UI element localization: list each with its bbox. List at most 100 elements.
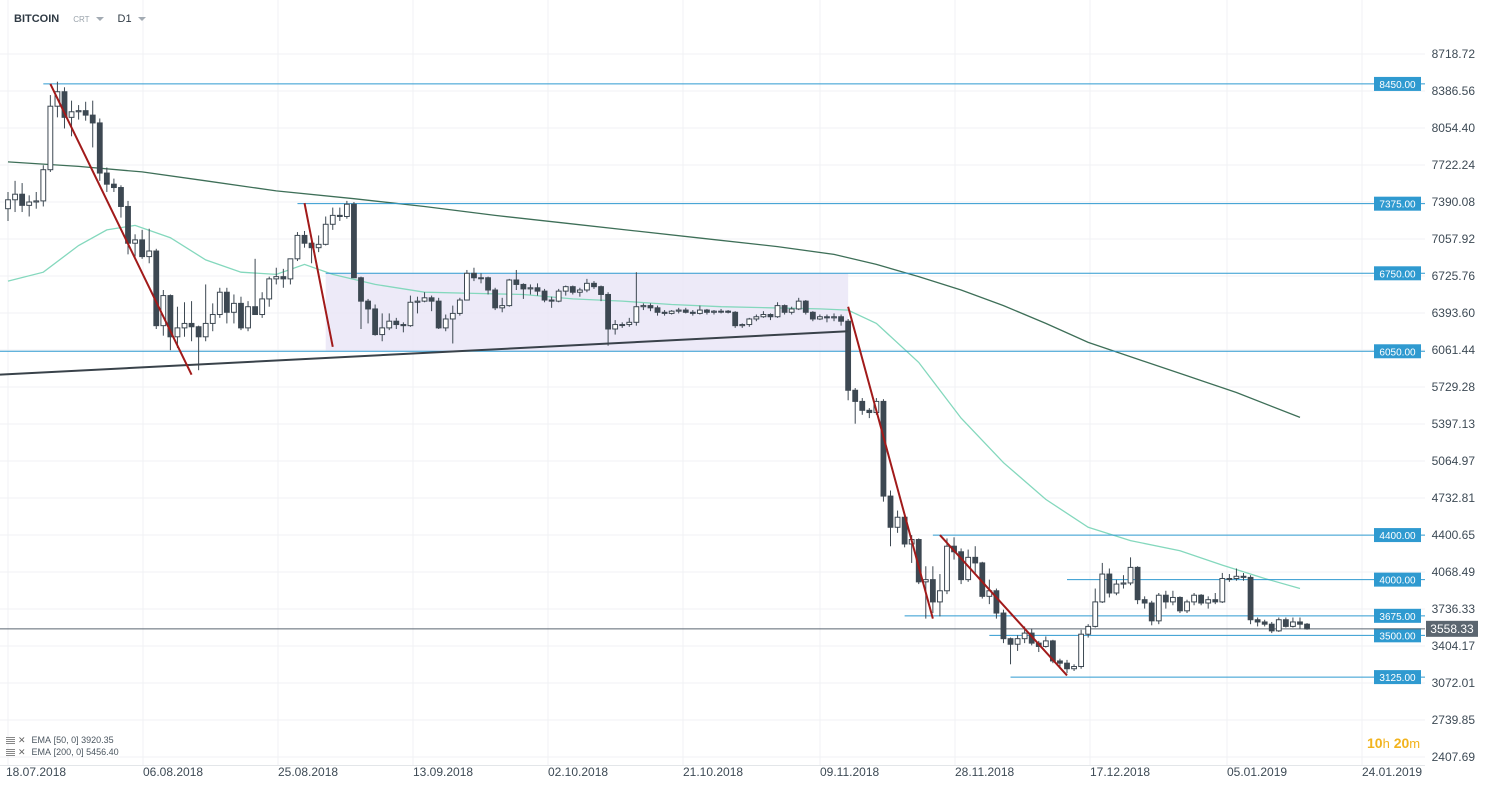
symbol-selector[interactable]: BITCOIN	[14, 13, 60, 25]
candle-body-down	[1134, 566, 1141, 601]
candle-body-down	[1057, 660, 1063, 664]
candle-body-down	[1064, 662, 1070, 670]
candle-body-down	[372, 308, 379, 336]
candle-body-down	[541, 290, 548, 301]
grid-layer	[0, 0, 1425, 765]
candle-body-down	[866, 409, 873, 414]
candle-body-down	[301, 234, 308, 244]
legend-row-ema200: ✕ EMA [200, 0] 5456.40	[6, 746, 119, 758]
candle-body-down	[1148, 602, 1155, 622]
candle-body-down	[125, 205, 131, 244]
level-label-box	[1374, 608, 1421, 623]
candle-body-up	[478, 277, 484, 280]
candle-body-up	[245, 306, 251, 329]
date-tick-label: 13.09.2018	[413, 765, 473, 779]
date-tick-label: 18.07.2018	[6, 765, 66, 779]
candle-body-down	[82, 110, 89, 116]
candle-body-down	[929, 579, 936, 603]
price-tick-label: 5397.13	[1432, 417, 1476, 431]
candle-body-down	[859, 400, 866, 411]
close-icon[interactable]: ✕	[18, 747, 26, 757]
candle-body-up	[322, 223, 329, 245]
legend-label: EMA	[31, 747, 52, 757]
candle-body-down	[485, 277, 491, 291]
price-tick-label: 6393.60	[1432, 306, 1476, 320]
candle-countdown: 10h 20m	[1367, 735, 1420, 751]
level-label-box	[1374, 670, 1421, 685]
candle-body-down	[365, 300, 371, 310]
candle-body-down	[400, 324, 407, 327]
candle-body-up	[379, 327, 386, 336]
close-icon[interactable]: ✕	[18, 735, 26, 745]
candle-body-down	[103, 172, 110, 185]
candle-body-down	[767, 314, 774, 318]
candle-body-up	[1191, 594, 1197, 603]
candle-body-up	[696, 309, 703, 314]
ema50-line	[7, 224, 1301, 590]
candle-body-up	[1099, 573, 1106, 603]
candle-body-up	[231, 302, 237, 313]
candle-body-down	[139, 239, 146, 258]
candle-body-down	[238, 302, 244, 329]
candle-body-down	[513, 279, 520, 285]
candle-body-down	[492, 289, 499, 309]
candle-body-down	[96, 122, 103, 174]
price-tick-label: 5064.97	[1432, 454, 1476, 468]
level-label-box	[1374, 528, 1421, 543]
chevron-down-icon[interactable]	[137, 17, 146, 21]
timeframe-selector[interactable]: D1	[117, 13, 132, 25]
settings-icon[interactable]	[6, 736, 15, 744]
candle-body-up	[774, 305, 781, 318]
ema200-line	[7, 161, 1301, 419]
candle-body-down	[1240, 575, 1247, 578]
candle-body-up	[343, 203, 350, 217]
countdown-hours: 10	[1367, 735, 1383, 751]
date-tick-label: 25.08.2018	[278, 765, 338, 779]
candle-body-down	[393, 320, 400, 326]
candle-body-down	[195, 326, 202, 338]
candle-body-up	[315, 243, 322, 249]
candle-body-down	[1254, 619, 1261, 623]
candle-body-down	[548, 299, 555, 302]
candle-body-down	[1304, 623, 1310, 630]
candle-body-up	[527, 287, 534, 290]
candle-body-up	[640, 305, 647, 308]
level-label-box	[1374, 628, 1421, 643]
chevron-down-icon[interactable]	[95, 17, 104, 21]
candle-body-up	[555, 290, 562, 302]
price-tick-label: 7390.08	[1432, 195, 1476, 209]
candle-body-up	[1155, 594, 1162, 622]
level-label: 3675.00	[1379, 612, 1416, 623]
candle-body-down	[682, 309, 689, 313]
candle-body-up	[75, 110, 82, 113]
candle-body-down	[534, 287, 541, 292]
candle-body-up	[711, 310, 717, 313]
price-tick-label: 2407.69	[1432, 750, 1476, 764]
date-tick-label: 09.11.2018	[820, 765, 879, 779]
candle-body-up	[675, 309, 682, 312]
candle-body-down	[61, 91, 68, 118]
candle-body-up	[287, 258, 294, 280]
level-label-box	[1374, 344, 1421, 359]
legend-params: [50, 0]	[53, 735, 79, 745]
level-label: 7375.00	[1379, 200, 1416, 211]
candle-body-up	[1085, 625, 1092, 635]
settings-icon[interactable]	[6, 748, 15, 756]
candle-body-up	[132, 239, 138, 244]
candle-body-down	[732, 311, 739, 327]
instrument-type-label[interactable]: CRT	[73, 14, 90, 24]
candle-body-down	[661, 311, 668, 314]
candle-body-up	[1078, 633, 1085, 668]
candle-body-down	[852, 389, 859, 402]
candle-body-up	[146, 250, 153, 258]
candle-body-down	[1261, 621, 1268, 625]
legend-label: EMA	[31, 735, 52, 745]
candle-body-up	[506, 279, 513, 307]
downtrend-line	[847, 306, 934, 619]
candle-body-down	[654, 307, 661, 313]
candle-body-down	[725, 310, 732, 313]
candle-body-up	[1290, 621, 1296, 627]
trendlines-layer	[0, 83, 1068, 677]
level-label: 4000.00	[1379, 576, 1416, 587]
